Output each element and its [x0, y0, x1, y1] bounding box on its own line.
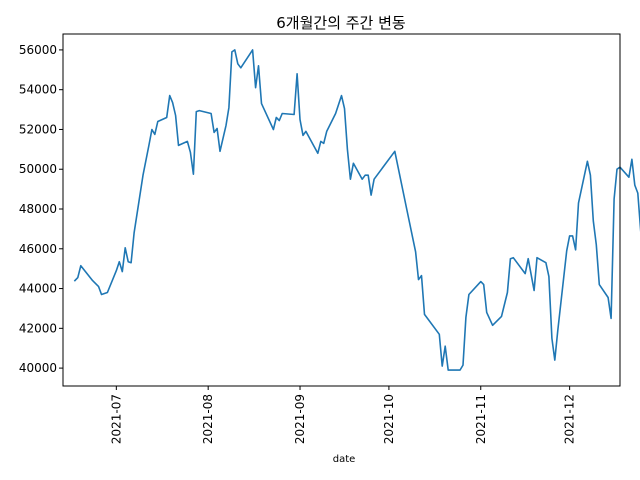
x-tick-label: 2021-09: [293, 394, 307, 444]
chart-title: 6개월간의 주간 변동: [276, 14, 406, 32]
x-tick-label: 2021-10: [382, 394, 396, 444]
series-line: [73, 49, 640, 371]
x-tick-label: 2021-07: [109, 394, 123, 444]
y-tick-label: 50000: [19, 162, 57, 176]
x-tick-label: 2021-12: [563, 394, 577, 444]
y-tick-label: 40000: [19, 361, 57, 375]
y-axis: 40000 42000 44000 46000 48000 50000 52000 54000…: [19, 43, 63, 375]
x-tick-label: 2021-11: [474, 394, 488, 444]
y-tick-label: 56000: [19, 43, 57, 57]
y-tick-label: 54000: [19, 83, 57, 97]
y-tick-label: 52000: [19, 122, 57, 136]
series-layer: [73, 49, 640, 371]
plot-frame: [62, 33, 621, 387]
y-tick-label: 48000: [19, 202, 57, 216]
x-axis: 2021-07 2021-08 2021-09 2021-10 2021-11 2021-…: [109, 386, 577, 444]
plot-background: [63, 34, 620, 386]
y-tick-label: 42000: [19, 321, 57, 335]
x-tick-label: 2021-08: [201, 394, 215, 444]
plot-area: [62, 33, 640, 387]
x-axis-label: date: [333, 454, 356, 465]
y-tick-label: 44000: [19, 282, 57, 296]
y-tick-label: 46000: [19, 242, 57, 256]
